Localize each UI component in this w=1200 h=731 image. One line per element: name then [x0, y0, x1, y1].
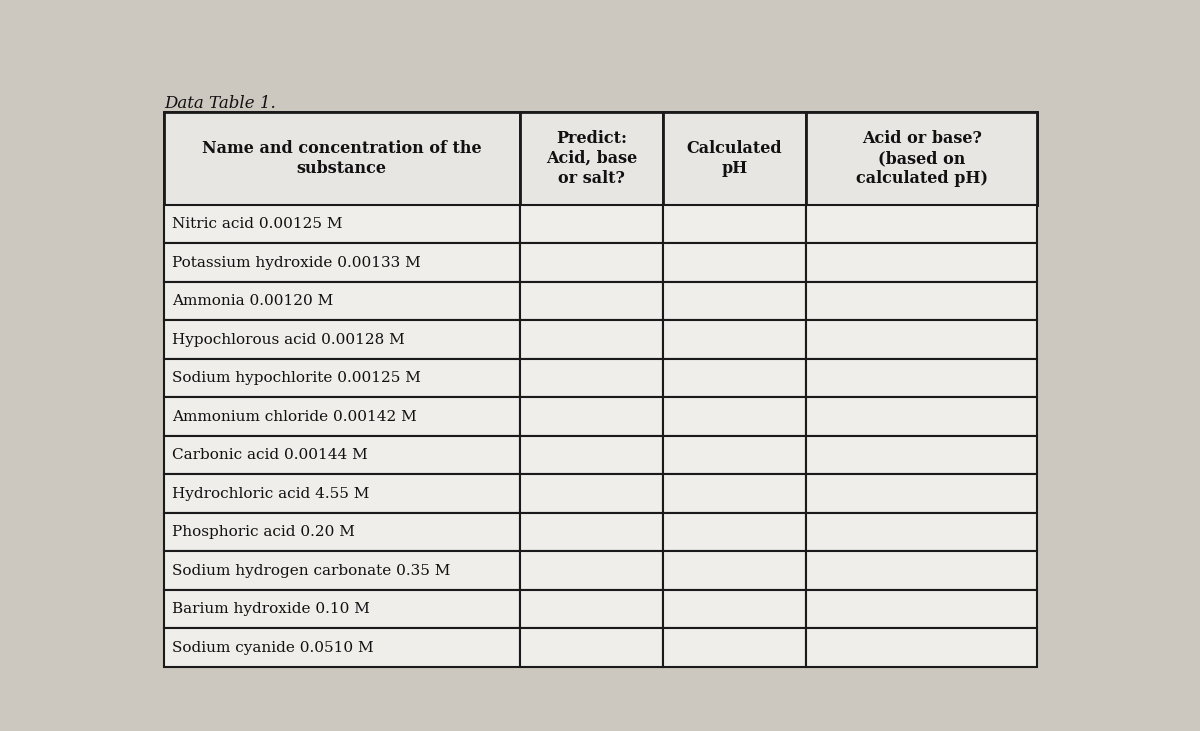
Bar — [806, 628, 1037, 667]
Bar — [806, 243, 1037, 281]
Bar — [664, 474, 806, 512]
Bar — [164, 359, 520, 397]
Text: Ammonium chloride 0.00142 M: Ammonium chloride 0.00142 M — [172, 409, 416, 423]
Text: Sodium hypochlorite 0.00125 M: Sodium hypochlorite 0.00125 M — [172, 371, 420, 385]
Bar — [806, 320, 1037, 359]
Bar — [520, 551, 664, 590]
Bar — [164, 590, 520, 628]
Bar — [164, 551, 520, 590]
Bar — [806, 205, 1037, 243]
Text: Acid or base?
(based on
calculated pH): Acid or base? (based on calculated pH) — [856, 130, 988, 186]
Bar — [664, 205, 806, 243]
Text: Predict:
Acid, base
or salt?: Predict: Acid, base or salt? — [546, 130, 637, 186]
Bar — [520, 359, 664, 397]
Text: Nitric acid 0.00125 M: Nitric acid 0.00125 M — [172, 217, 342, 231]
Text: Hydrochloric acid 4.55 M: Hydrochloric acid 4.55 M — [172, 487, 370, 501]
Bar — [164, 397, 520, 436]
Bar — [664, 281, 806, 320]
Text: Potassium hydroxide 0.00133 M: Potassium hydroxide 0.00133 M — [172, 256, 420, 270]
Text: Name and concentration of the
substance: Name and concentration of the substance — [202, 140, 481, 177]
Bar — [520, 205, 664, 243]
Bar — [520, 628, 664, 667]
Bar — [806, 512, 1037, 551]
Bar — [164, 243, 520, 281]
Bar — [664, 436, 806, 474]
Bar — [164, 113, 520, 205]
Bar — [664, 551, 806, 590]
Text: Ammonia 0.00120 M: Ammonia 0.00120 M — [172, 294, 332, 308]
Bar — [520, 590, 664, 628]
Bar — [664, 512, 806, 551]
Text: Barium hydroxide 0.10 M: Barium hydroxide 0.10 M — [172, 602, 370, 616]
Bar — [664, 243, 806, 281]
Bar — [520, 512, 664, 551]
Bar — [664, 320, 806, 359]
Bar — [664, 397, 806, 436]
Bar — [806, 436, 1037, 474]
Bar — [164, 512, 520, 551]
Bar — [664, 113, 806, 205]
Bar — [164, 113, 1037, 205]
Bar — [664, 359, 806, 397]
Bar — [520, 243, 664, 281]
Bar — [806, 281, 1037, 320]
Bar — [806, 397, 1037, 436]
Bar — [520, 397, 664, 436]
Text: Hypochlorous acid 0.00128 M: Hypochlorous acid 0.00128 M — [172, 333, 404, 346]
Bar — [164, 628, 520, 667]
Text: Carbonic acid 0.00144 M: Carbonic acid 0.00144 M — [172, 448, 367, 462]
Bar — [164, 205, 520, 243]
Bar — [664, 590, 806, 628]
Bar — [520, 281, 664, 320]
Bar — [664, 628, 806, 667]
Text: Calculated
pH: Calculated pH — [686, 140, 782, 177]
Bar — [164, 320, 520, 359]
Text: Phosphoric acid 0.20 M: Phosphoric acid 0.20 M — [172, 525, 354, 539]
Bar — [806, 474, 1037, 512]
Text: Sodium cyanide 0.0510 M: Sodium cyanide 0.0510 M — [172, 640, 373, 654]
Bar — [806, 551, 1037, 590]
Bar — [164, 436, 520, 474]
Bar — [520, 113, 664, 205]
Text: Data Table 1.: Data Table 1. — [164, 94, 276, 112]
Bar — [520, 436, 664, 474]
Bar — [520, 474, 664, 512]
Bar — [520, 320, 664, 359]
Bar — [164, 281, 520, 320]
Bar — [164, 474, 520, 512]
Text: Sodium hydrogen carbonate 0.35 M: Sodium hydrogen carbonate 0.35 M — [172, 564, 450, 577]
Bar — [806, 113, 1037, 205]
Bar — [806, 590, 1037, 628]
Bar — [806, 359, 1037, 397]
